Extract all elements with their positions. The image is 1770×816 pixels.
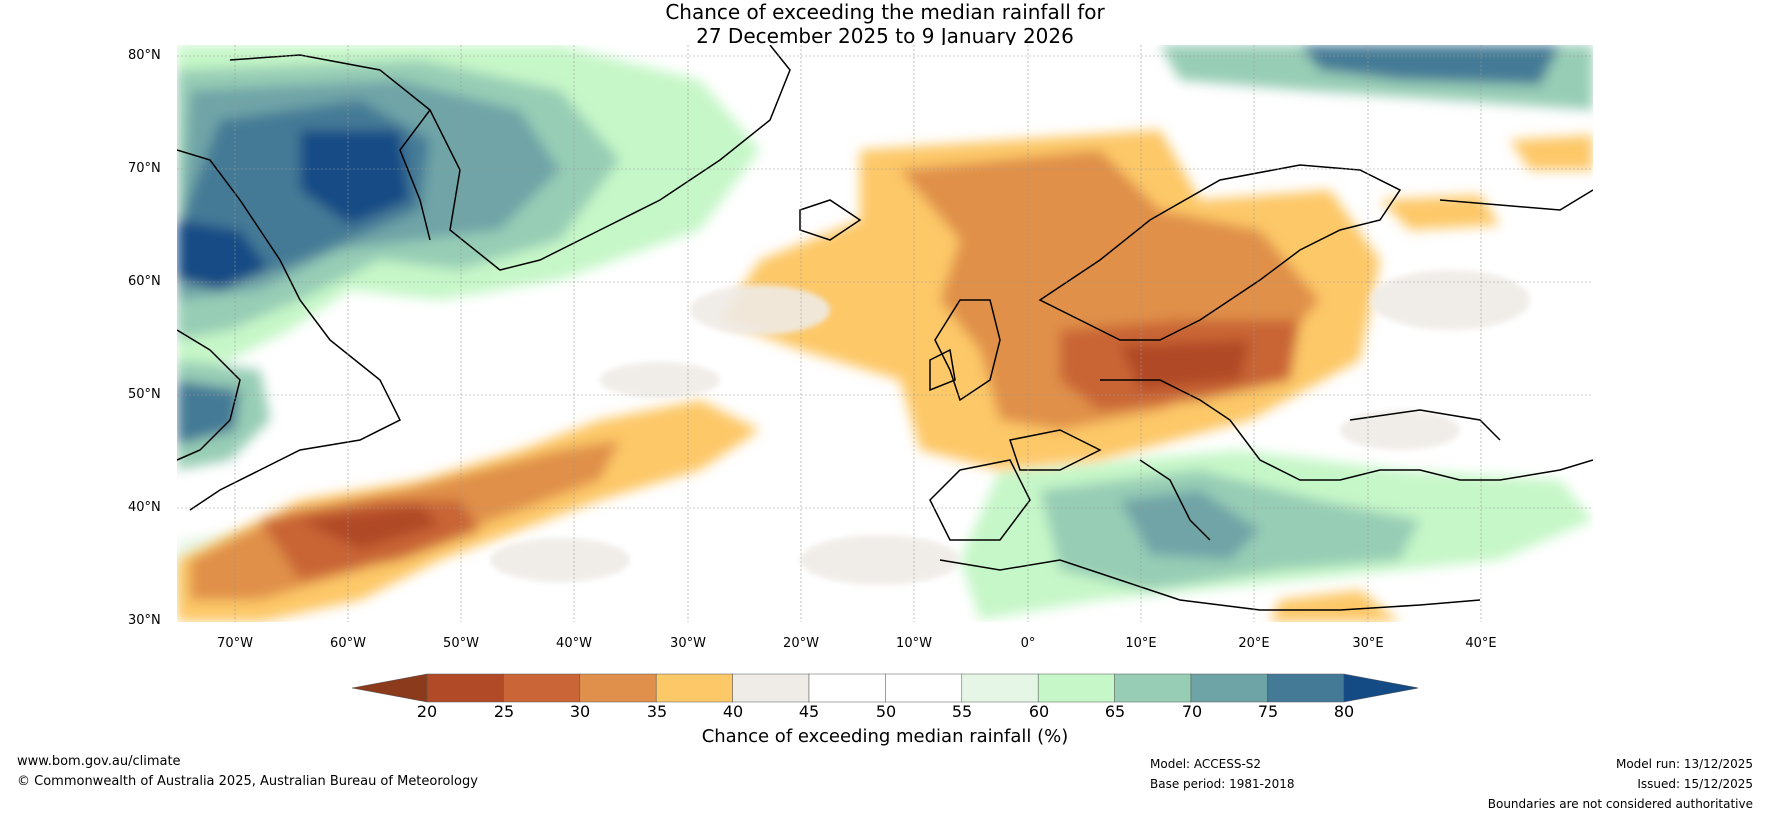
colorbar-extend-low — [352, 673, 428, 703]
colorbar — [352, 673, 1418, 703]
colorbar-tick-75: 75 — [1257, 702, 1279, 721]
lon-label-10w: 10°W — [896, 636, 932, 651]
colorbar-segment — [732, 673, 810, 703]
lat-label-30n: 30°N — [128, 613, 161, 628]
colorbar-segment — [503, 673, 581, 703]
map-title: Chance of exceeding the median rainfall … — [0, 0, 1770, 48]
coastlines — [177, 45, 1593, 611]
lon-label-10e: 10°E — [1125, 636, 1157, 651]
colorbar-segment — [426, 673, 504, 703]
colorbar-tick-65: 65 — [1104, 702, 1126, 721]
lat-label-70n: 70°N — [128, 161, 161, 176]
colorbar-tick-45: 45 — [798, 702, 820, 721]
copyright-text: © Commonwealth of Australia 2025, Austra… — [17, 774, 478, 789]
lon-label-20w: 20°W — [783, 636, 819, 651]
lat-label-60n: 60°N — [128, 274, 161, 289]
lon-label-20e: 20°E — [1238, 636, 1270, 651]
neutral-patches — [490, 270, 1530, 585]
colorbar-tick-25: 25 — [493, 702, 515, 721]
model-text: Model: ACCESS-S2 — [1150, 757, 1262, 771]
lon-label-30w: 30°W — [670, 636, 706, 651]
rainfall-field — [177, 45, 1593, 622]
wet-regions — [177, 45, 1593, 620]
colorbar-tick-30: 30 — [569, 702, 591, 721]
lon-label-50w: 50°W — [443, 636, 479, 651]
colorbar-tick-60: 60 — [1028, 702, 1050, 721]
colorbar-tick-35: 35 — [646, 702, 668, 721]
issued-text: Issued: 15/12/2025 — [1637, 777, 1753, 791]
colorbar-tick-20: 20 — [416, 702, 438, 721]
colorbar-segment — [961, 673, 1039, 703]
lon-label-40w: 40°W — [556, 636, 592, 651]
website-text: www.bom.gov.au/climate — [17, 754, 181, 769]
colorbar-segment — [885, 673, 963, 703]
model-run-text: Model run: 13/12/2025 — [1615, 757, 1753, 771]
gridlines — [177, 45, 1593, 622]
colorbar-segment — [808, 673, 886, 703]
disclaimer-text: Boundaries are not considered authoritat… — [1487, 797, 1753, 811]
title-line-1: Chance of exceeding the median rainfall … — [665, 0, 1105, 24]
title-line-2: 27 December 2025 to 9 January 2026 — [696, 24, 1074, 48]
base-period-text: Base period: 1981-2018 — [1150, 777, 1295, 791]
lon-label-30e: 30°E — [1352, 636, 1384, 651]
dry-regions — [177, 130, 1593, 622]
map-svg — [177, 45, 1593, 622]
colorbar-tick-55: 55 — [951, 702, 973, 721]
colorbar-tick-70: 70 — [1181, 702, 1203, 721]
lat-label-80n: 80°N — [128, 48, 161, 63]
colorbar-tick-40: 40 — [722, 702, 744, 721]
colorbar-title: Chance of exceeding median rainfall (%) — [701, 726, 1069, 747]
forecast-map — [177, 45, 1593, 622]
colorbar-segment — [1190, 673, 1268, 703]
colorbar-extend-high — [1343, 673, 1418, 703]
colorbar-segment — [1114, 673, 1192, 703]
colorbar-segment — [1037, 673, 1115, 703]
colorbar-tick-80: 80 — [1333, 702, 1355, 721]
lon-label-40e: 40°E — [1465, 636, 1497, 651]
colorbar-segments — [352, 673, 1418, 703]
colorbar-segment — [655, 673, 733, 703]
colorbar-segment — [579, 673, 657, 703]
lon-label-60w: 60°W — [330, 636, 366, 651]
lon-label-0: 0° — [1020, 636, 1036, 651]
colorbar-segment — [1267, 673, 1345, 703]
colorbar-tick-50: 50 — [875, 702, 897, 721]
lon-label-70w: 70°W — [217, 636, 253, 651]
lat-label-50n: 50°N — [128, 387, 161, 402]
lat-label-40n: 40°N — [128, 500, 161, 515]
